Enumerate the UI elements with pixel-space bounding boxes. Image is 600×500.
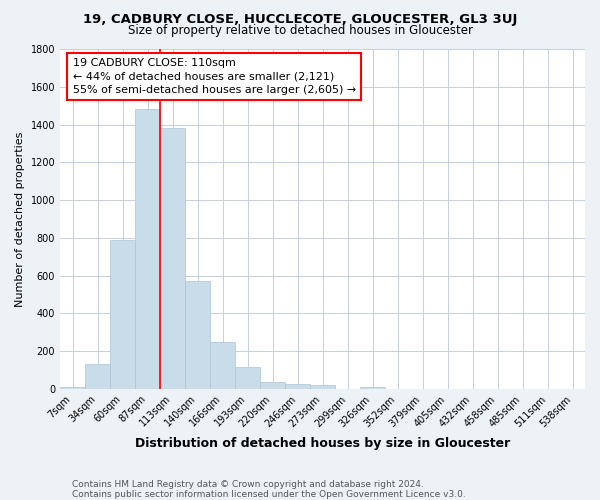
Bar xyxy=(60,387,85,389)
X-axis label: Distribution of detached houses by size in Gloucester: Distribution of detached houses by size … xyxy=(135,437,510,450)
Bar xyxy=(235,367,260,389)
Bar xyxy=(260,382,285,389)
Bar xyxy=(135,110,160,389)
Text: 19, CADBURY CLOSE, HUCCLECOTE, GLOUCESTER, GL3 3UJ: 19, CADBURY CLOSE, HUCCLECOTE, GLOUCESTE… xyxy=(83,12,517,26)
Text: 19 CADBURY CLOSE: 110sqm
← 44% of detached houses are smaller (2,121)
55% of sem: 19 CADBURY CLOSE: 110sqm ← 44% of detach… xyxy=(73,58,356,95)
Bar xyxy=(210,342,235,389)
Text: Contains HM Land Registry data © Crown copyright and database right 2024.: Contains HM Land Registry data © Crown c… xyxy=(72,480,424,489)
Bar xyxy=(360,387,385,389)
Text: Size of property relative to detached houses in Gloucester: Size of property relative to detached ho… xyxy=(128,24,473,37)
Bar xyxy=(310,385,335,389)
Bar xyxy=(85,364,110,389)
Y-axis label: Number of detached properties: Number of detached properties xyxy=(15,132,25,306)
Bar xyxy=(185,282,210,389)
Bar xyxy=(160,128,185,389)
Text: Contains public sector information licensed under the Open Government Licence v3: Contains public sector information licen… xyxy=(72,490,466,499)
Bar xyxy=(110,240,135,389)
Bar xyxy=(285,384,310,389)
